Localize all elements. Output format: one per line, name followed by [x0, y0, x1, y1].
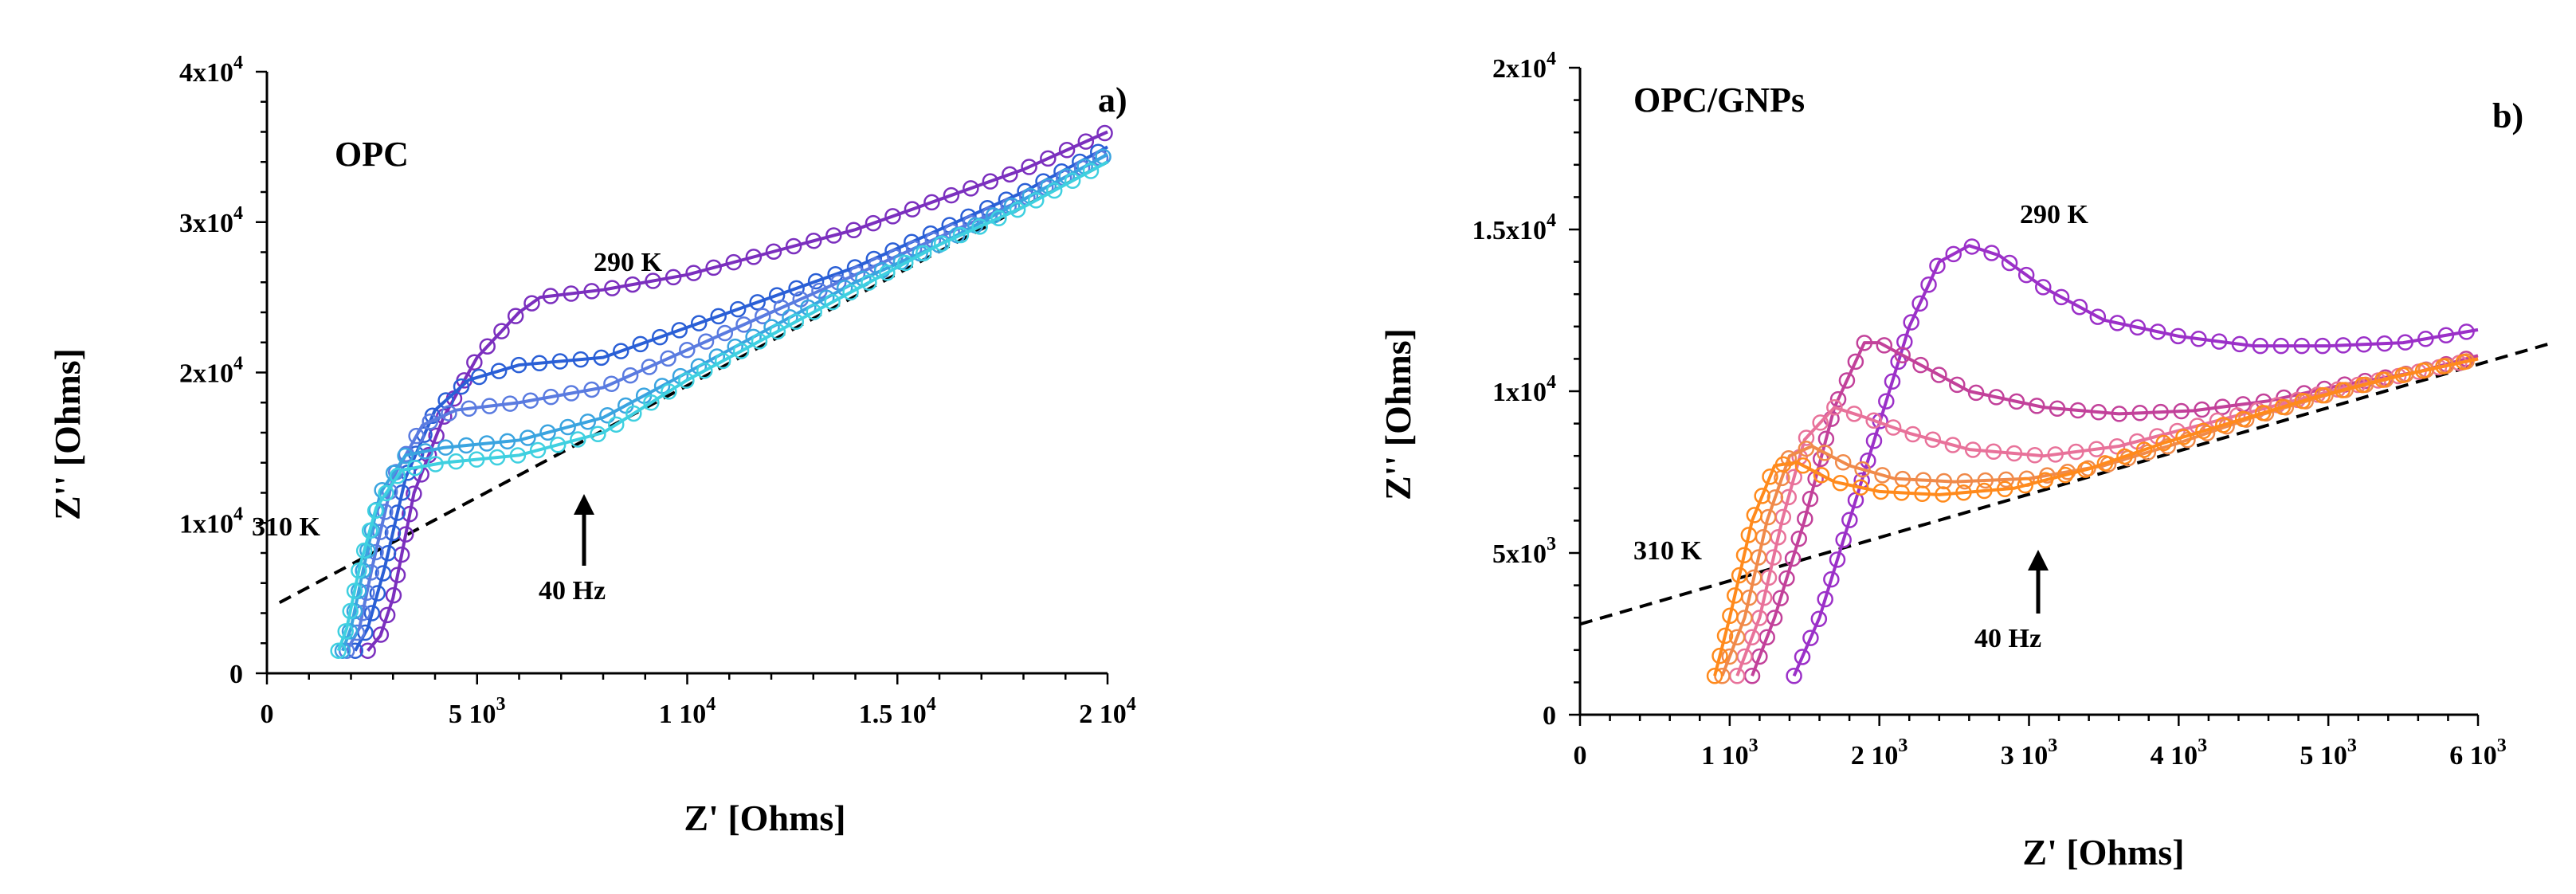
panel-b-x-tick-exponent: 3 — [1898, 735, 1907, 756]
series-line — [1752, 343, 2478, 676]
panel-b-y-tick-base: 5x10 — [1492, 539, 1547, 569]
panel-a-x-tick-exponent: 4 — [927, 694, 936, 715]
series-b-290k — [1787, 239, 2478, 683]
panel-b-tag: b) — [2492, 96, 2523, 135]
panel-b-label-290k: 290 K — [2020, 200, 2089, 229]
panel-b-arrow-head — [2028, 550, 2049, 571]
panel-a-series-group — [280, 126, 1112, 658]
panel-b-y-tick-label: 2x104 — [1492, 49, 1556, 84]
panel-a-x-tick-label: 1.5 104 — [859, 694, 936, 729]
panel-b-x-tick-label: 4 103 — [2151, 735, 2208, 770]
panel-a: 05 103 1 104 1.5 104 2 10401x1042x1043x1044… — [47, 53, 1136, 838]
panel-b-x-axis-title: Z' [Ohms] — [2022, 832, 2184, 872]
series-line — [1794, 245, 2478, 676]
panel-a-x-tick-exponent: 4 — [706, 694, 716, 715]
panel-a-y-tick-label: 1x104 — [179, 504, 243, 539]
series-b-295k — [1745, 335, 2478, 683]
panel-a-arrow-head — [574, 494, 594, 515]
panel-b-x-tick-label: 1 103 — [1701, 735, 1759, 770]
panel-b-x-tick-label: 2 103 — [1851, 735, 1908, 770]
panel-b-y-axis-title: Z'' [Ohms] — [1378, 328, 1418, 500]
panel-a-y-tick-exponent: 4 — [233, 354, 243, 374]
panel-b-x-tick-label: 5 103 — [2300, 735, 2357, 770]
panel-b-y-tick-label: 0 — [1543, 701, 1556, 731]
panel-b-arrow-40hz — [2028, 550, 2049, 614]
panel-a-y-tick-label: 0 — [229, 660, 243, 689]
panel-b-y-tick-base: 1x10 — [1492, 378, 1547, 407]
panel-b-y-tick-base: 2x10 — [1492, 54, 1547, 84]
panel-b-y-tick-label: 5x103 — [1492, 534, 1556, 569]
panel-a-x-tick-label: 2 104 — [1079, 694, 1136, 729]
panel-a-y-tick-label: 2x104 — [179, 354, 243, 389]
series-line — [343, 155, 1108, 651]
panel-b-y-tick-base: 1.5x10 — [1472, 216, 1547, 245]
panel-a-y-axis-title: Z'' [Ohms] — [47, 348, 88, 520]
panel-b-y-tick-exponent: 4 — [1547, 210, 1556, 231]
panel-b-y-tick-exponent: 3 — [1547, 534, 1556, 555]
panel-a-x-tick-label: 0 — [261, 700, 274, 729]
figure-svg: 05 103 1 104 1.5 104 2 10401x1042x1043x1044… — [0, 0, 2576, 890]
panel-a-label-40hz: 40 Hz — [539, 576, 606, 606]
figure: 05 103 1 104 1.5 104 2 104 0 1x104 2x104 3x104 4… — [0, 0, 2576, 890]
panel-b-x-tick-exponent: 3 — [1749, 735, 1759, 756]
panel-a-x-tick-exponent: 4 — [1127, 694, 1136, 715]
panel-a-x-tick-label: 1 104 — [659, 694, 716, 729]
series-a-290k — [361, 126, 1112, 658]
panel-b-x-tick-label: 6 103 — [2449, 735, 2507, 770]
panel-a-y-tick-base: 3x10 — [179, 209, 233, 238]
panel-a-x-tick-exponent: 3 — [496, 694, 506, 715]
panel-b-y-tick-exponent: 4 — [1547, 372, 1556, 393]
panel-a-y-tick-exponent: 4 — [233, 53, 243, 73]
panel-b-x-tick-label: 3 103 — [2001, 735, 2058, 770]
panel-a-y-tick-base: 2x10 — [179, 359, 233, 389]
panel-a-label-290k: 290 K — [594, 248, 663, 277]
panel-a-y-tick-label: 4x104 — [179, 53, 243, 88]
panel-a-tag: a) — [1098, 80, 1127, 120]
panel-a-sample-name: OPC — [335, 135, 409, 174]
panel-b-label-310k: 310 K — [1633, 536, 1703, 566]
panel-b-dashed-asymptote — [1580, 343, 2553, 624]
panel-b-x-tick-exponent: 3 — [2497, 735, 2507, 756]
panel-a-y-tick-label: 3x104 — [179, 203, 243, 238]
panel-b-x-tick-label: 0 — [1574, 741, 1587, 770]
panel-b-x-tick-exponent: 3 — [2048, 735, 2057, 756]
panel-a-x-axis-title: Z' [Ohms] — [684, 798, 845, 838]
panel-b-y-tick-label: 1.5x104 — [1472, 210, 1557, 245]
panel-b-label-40hz: 40 Hz — [1974, 624, 2041, 653]
panel-a-y-tick-base: 1x10 — [179, 509, 233, 539]
panel-b-x-tick-exponent: 3 — [2347, 735, 2357, 756]
panel-a-label-310k: 310 K — [252, 512, 321, 542]
panel-b-y-tick-exponent: 4 — [1547, 49, 1556, 69]
panel-a-y-tick-base: 4x10 — [179, 58, 233, 88]
series-b-310k — [1708, 355, 2478, 683]
panel-a-y-tick-exponent: 4 — [233, 504, 243, 524]
panel-a-y-tick-exponent: 4 — [233, 203, 243, 224]
series-a-300k — [339, 151, 1108, 658]
series-line — [1715, 359, 2478, 676]
panel-b-y-tick-label: 1x104 — [1492, 372, 1556, 407]
panel-a-arrow-40hz — [574, 494, 594, 566]
panel-a-x-tick-label: 5 103 — [449, 694, 506, 729]
series-line — [1737, 359, 2478, 676]
panel-b-series-group — [1580, 239, 2553, 683]
panel-b-x-tick-exponent: 3 — [2198, 735, 2207, 756]
panel-b-sample-name: OPC/GNPs — [1633, 80, 1805, 120]
